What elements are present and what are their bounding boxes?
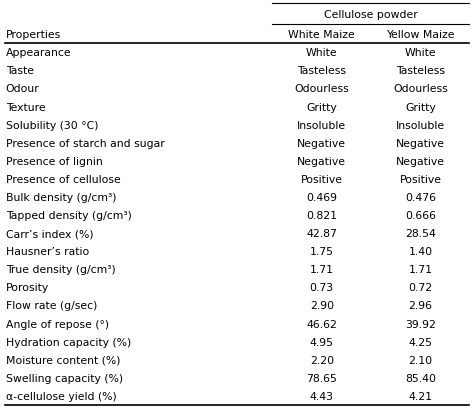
Text: 0.73: 0.73 bbox=[310, 283, 334, 293]
Text: Tasteless: Tasteless bbox=[396, 66, 445, 76]
Text: Properties: Properties bbox=[6, 29, 61, 40]
Text: 1.71: 1.71 bbox=[310, 265, 334, 274]
Text: Positive: Positive bbox=[301, 175, 343, 184]
Text: 0.666: 0.666 bbox=[405, 211, 436, 220]
Text: Appearance: Appearance bbox=[6, 48, 71, 58]
Text: 78.65: 78.65 bbox=[306, 373, 337, 383]
Text: Tasteless: Tasteless bbox=[297, 66, 346, 76]
Text: 1.40: 1.40 bbox=[409, 247, 433, 256]
Text: Yellow Maize: Yellow Maize bbox=[386, 29, 455, 40]
Text: Flow rate (g/sec): Flow rate (g/sec) bbox=[6, 301, 97, 311]
Text: Insoluble: Insoluble bbox=[297, 120, 346, 130]
Text: 2.90: 2.90 bbox=[310, 301, 334, 311]
Text: 2.20: 2.20 bbox=[310, 355, 334, 365]
Text: 28.54: 28.54 bbox=[405, 229, 436, 238]
Text: Texture: Texture bbox=[6, 102, 46, 112]
Text: Bulk density (g/cm³): Bulk density (g/cm³) bbox=[6, 193, 116, 202]
Text: White: White bbox=[405, 48, 436, 58]
Text: Cellulose powder: Cellulose powder bbox=[324, 9, 418, 20]
Text: 0.476: 0.476 bbox=[405, 193, 436, 202]
Text: 2.96: 2.96 bbox=[409, 301, 432, 311]
Text: Odourless: Odourless bbox=[294, 84, 349, 94]
Text: Negative: Negative bbox=[396, 138, 445, 148]
Text: 4.43: 4.43 bbox=[310, 391, 334, 401]
Text: Moisture content (%): Moisture content (%) bbox=[6, 355, 120, 365]
Text: Angle of repose (°): Angle of repose (°) bbox=[6, 319, 109, 329]
Text: Tapped density (g/cm³): Tapped density (g/cm³) bbox=[6, 211, 132, 220]
Text: Positive: Positive bbox=[400, 175, 441, 184]
Text: Gritty: Gritty bbox=[405, 102, 436, 112]
Text: Hausner’s ratio: Hausner’s ratio bbox=[6, 247, 89, 256]
Text: 2.10: 2.10 bbox=[409, 355, 433, 365]
Text: 1.75: 1.75 bbox=[310, 247, 334, 256]
Text: 0.821: 0.821 bbox=[306, 211, 337, 220]
Text: Presence of cellulose: Presence of cellulose bbox=[6, 175, 120, 184]
Text: Hydration capacity (%): Hydration capacity (%) bbox=[6, 337, 131, 347]
Text: Taste: Taste bbox=[6, 66, 34, 76]
Text: 0.72: 0.72 bbox=[409, 283, 433, 293]
Text: 46.62: 46.62 bbox=[306, 319, 337, 329]
Text: Swelling capacity (%): Swelling capacity (%) bbox=[6, 373, 123, 383]
Text: White: White bbox=[306, 48, 337, 58]
Text: 1.71: 1.71 bbox=[409, 265, 432, 274]
Text: Porosity: Porosity bbox=[6, 283, 49, 293]
Text: Presence of lignin: Presence of lignin bbox=[6, 156, 102, 166]
Text: Negative: Negative bbox=[297, 156, 346, 166]
Text: Presence of starch and sugar: Presence of starch and sugar bbox=[6, 138, 164, 148]
Text: 39.92: 39.92 bbox=[405, 319, 436, 329]
Text: 42.87: 42.87 bbox=[306, 229, 337, 238]
Text: Insoluble: Insoluble bbox=[396, 120, 445, 130]
Text: Negative: Negative bbox=[396, 156, 445, 166]
Text: α-cellulose yield (%): α-cellulose yield (%) bbox=[6, 391, 117, 401]
Text: White Maize: White Maize bbox=[288, 29, 355, 40]
Text: 4.21: 4.21 bbox=[409, 391, 432, 401]
Text: Carr’s index (%): Carr’s index (%) bbox=[6, 229, 93, 238]
Text: 4.25: 4.25 bbox=[409, 337, 432, 347]
Text: Negative: Negative bbox=[297, 138, 346, 148]
Text: Solubility (30 °C): Solubility (30 °C) bbox=[6, 120, 98, 130]
Text: 4.95: 4.95 bbox=[310, 337, 334, 347]
Text: 0.469: 0.469 bbox=[306, 193, 337, 202]
Text: Gritty: Gritty bbox=[306, 102, 337, 112]
Text: 85.40: 85.40 bbox=[405, 373, 436, 383]
Text: True density (g/cm³): True density (g/cm³) bbox=[6, 265, 116, 274]
Text: Odourless: Odourless bbox=[393, 84, 448, 94]
Text: Odour: Odour bbox=[6, 84, 39, 94]
